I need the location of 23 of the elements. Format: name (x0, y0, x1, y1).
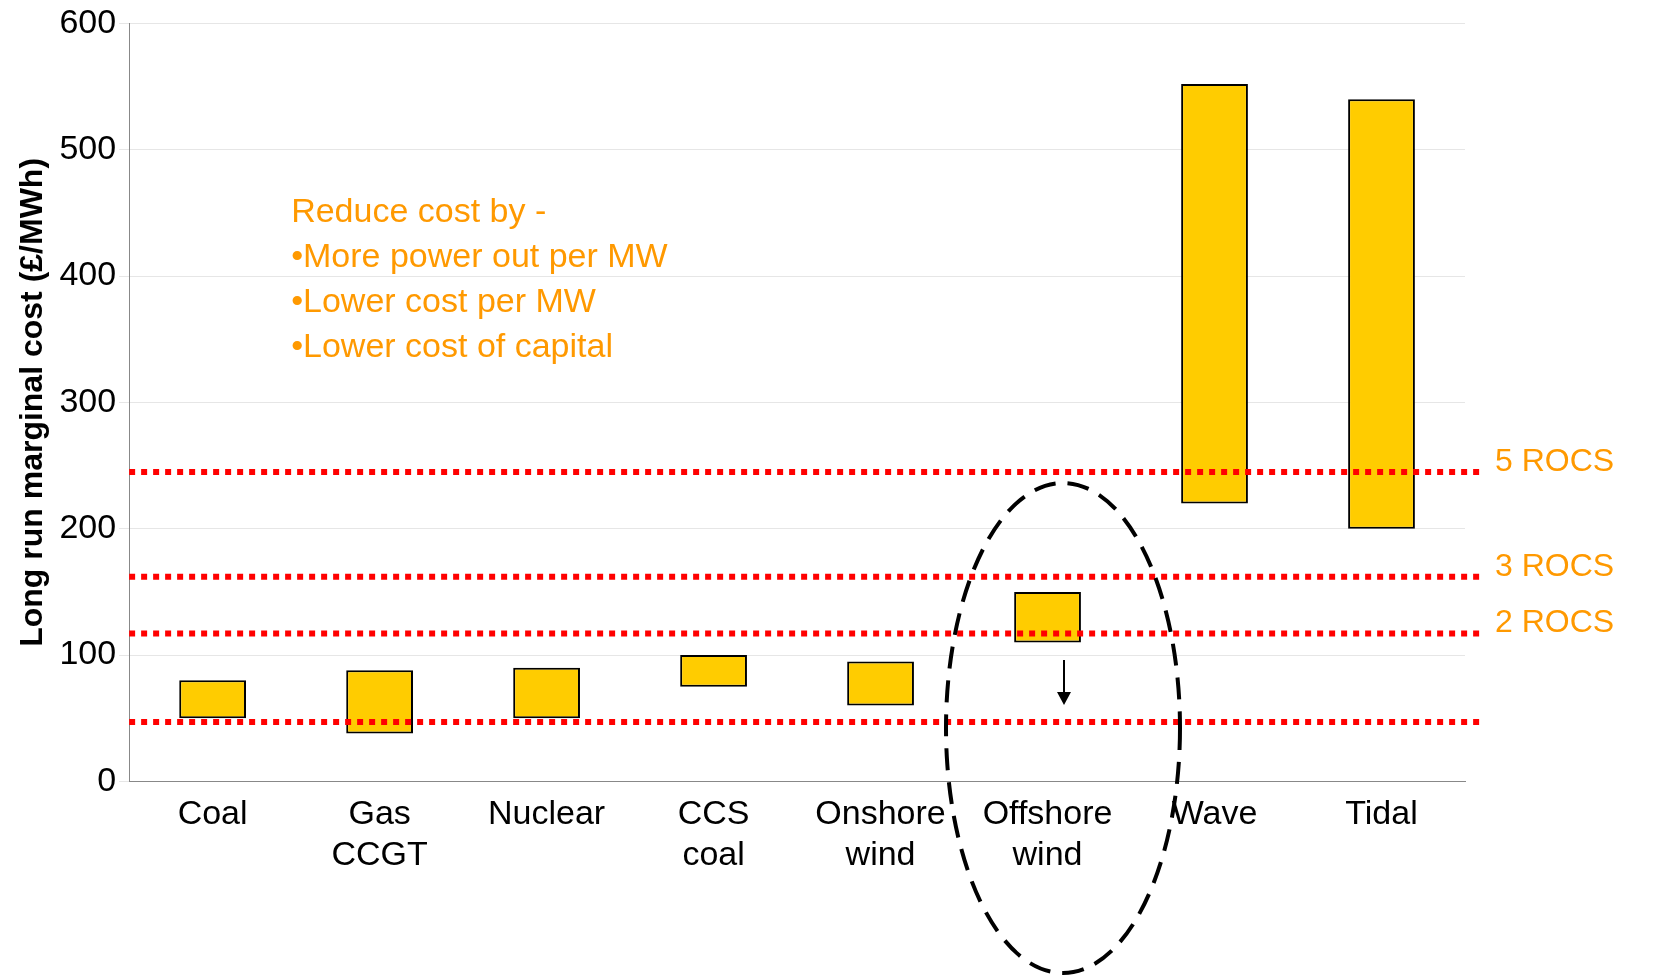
y-axis-title: Long run marginal cost (£/MWh) (13, 157, 50, 647)
x-tick-label: Coal (177, 793, 248, 832)
y-tick-label: 600 (59, 1, 117, 40)
x-tick-label: Onshore wind (815, 793, 946, 872)
x-tick-label: Wave (1171, 793, 1258, 832)
annotation: Reduce cost by - (291, 191, 547, 230)
annotation: •More power out per MW (291, 236, 668, 275)
annotation: •Lower cost of capital (291, 326, 613, 365)
y-tick-label: 0 (97, 759, 117, 798)
x-tick-label: Gas CCGT (331, 793, 428, 872)
y-tick-label: 400 (59, 254, 117, 293)
ref-line-label: 2 ROCS (1495, 603, 1615, 640)
x-tick-label: Nuclear (488, 793, 606, 832)
ref-line-label: 5 ROCS (1495, 441, 1615, 478)
y-tick-label: 300 (59, 380, 117, 419)
y-tick-label: 500 (59, 128, 117, 167)
ref-line-label: 3 ROCS (1495, 546, 1615, 583)
x-tick-label: Offshore wind (982, 793, 1113, 872)
annotation: •Lower cost per MW (291, 281, 596, 320)
y-tick-label: 100 (59, 633, 117, 672)
y-tick-label: 200 (59, 507, 117, 546)
x-tick-label: Tidal (1345, 793, 1418, 832)
x-tick-label: CCS coal (677, 793, 750, 872)
